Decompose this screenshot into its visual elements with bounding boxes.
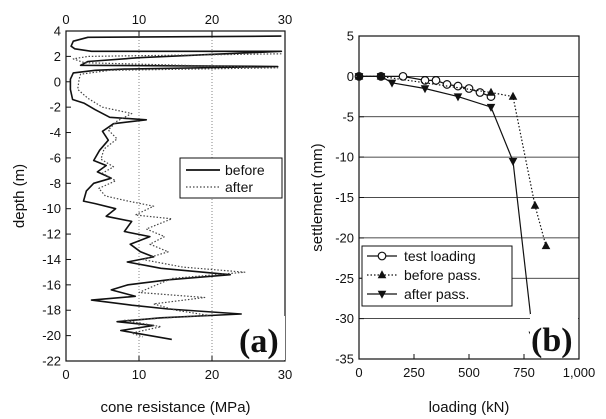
panel-a-xtick-label-top: 10 [132,12,146,27]
panel-a-x-axis-label: cone resistance (MPa) [100,399,250,416]
data-point-before-pass [530,200,540,209]
legend-label-before: before [225,162,265,178]
panel-b-tag-label: (b) [531,322,573,359]
panel-b-x-axis-label: loading (kN) [429,399,510,416]
panel-b-ytick-label: -30 [335,311,354,326]
panel-b-xtick-label: 1,000 [563,365,596,380]
panel-a-xtick-label-top: 0 [62,12,69,27]
panel-a-ytick-label: 2 [54,49,61,64]
series-line-after [72,53,282,338]
panel-b-ytick-label: -35 [335,352,354,367]
data-point-test-loading [475,88,485,97]
panel-a-ytick-label: -18 [42,303,61,318]
panel-a-ytick-label: 4 [54,24,61,39]
panel-b-series [354,71,551,340]
data-point-before-pass [541,241,551,250]
legend-swatch-marker-before-pass [377,270,387,279]
panel-a-xtick-label-top: 30 [278,12,292,27]
legend-swatch-marker-after-pass [377,290,387,299]
panel-a-axis-ticks: 00101020203030420-2-4-6-8-10-12-14-16-18… [42,12,292,382]
panel-a-ytick-label: -2 [49,100,61,115]
panel-a-ytick-label: -22 [42,354,61,369]
data-point-after-pass [387,79,397,88]
panel-b-legend: test loading before pass. after pass. [361,245,513,307]
panel-b-ytick-label: -10 [335,150,354,165]
panel-b-legend-swatches [367,251,397,299]
panel-a-ytick-label: -12 [42,227,61,242]
panel-a-ytick-label: -4 [49,125,61,140]
panel-a-xtick-label-bottom: 30 [278,367,292,382]
panel-a-ytick-label: -8 [49,176,61,191]
legend-label-test-loading: test loading [404,248,476,264]
series-before-pass [354,71,551,250]
panel-a-xtick-label-bottom: 20 [205,367,219,382]
panel-a-legend: before after [179,157,283,199]
panel-b-xtick-label: 0 [355,365,362,380]
data-point-test-loading [442,80,452,89]
panel-b-ytick-label: -5 [342,109,354,124]
panel-a-ytick-label: -20 [42,328,61,343]
data-point-before-pass [508,91,518,100]
data-point-before-pass [486,87,496,96]
data-point-test-loading [398,71,408,81]
panel-b-xtick-label: 750 [513,365,535,380]
panel-b-ytick-label: 5 [347,29,354,44]
legend-label-before-pass: before pass. [404,267,481,283]
data-point-test-loading [431,76,441,85]
panel-a-xtick-label-bottom: 0 [62,367,69,382]
panel-a-tag-background [237,316,285,360]
panel-a-legend-box [179,157,283,199]
panel-a-ytick-label: -10 [42,201,61,216]
panel-a-plot-frame [65,30,286,362]
panel-a-tag-label: (a) [239,323,279,360]
data-point-test-loading [453,81,463,91]
panel-a-ytick-label: -6 [49,150,61,165]
data-point-test-loading [420,76,430,85]
panel-b-y-axis-label: settlement (mm) [309,143,326,251]
panel-a-ytick-label: -16 [42,277,61,292]
legend-label-after-pass: after pass. [404,286,469,302]
panel-b-ytick-label: -20 [335,230,354,245]
legend-swatch-marker-test-loading [377,251,387,261]
panel-b-ytick-label: -25 [335,271,354,286]
series-after-pass [354,73,538,340]
data-point-after-pass [486,103,496,112]
panel-b-tag-background [530,314,578,358]
panel-b-axis-ticks: 0 250 500 750 1,000 5 0 -5 -10 -15 -20 -25 -30 -35 [335,29,595,381]
panel-b-load-settlement: 0 250 500 750 1,000 5 0 -5 -10 -15 -20 -25 -30 -35 lo… [309,29,595,417]
panel-b-ytick-label: -15 [335,190,354,205]
data-point-test-loading [464,84,474,93]
panel-a-xtick-label-bottom: 10 [132,367,146,382]
panel-b-ytick-label: 0 [347,69,354,84]
panel-b-xtick-label: 250 [403,365,425,380]
panel-a-ytick-label: -14 [42,252,61,267]
panel-b-xtick-label: 500 [458,365,480,380]
panel-a-tag: (a) [237,316,285,360]
data-point-after-pass [508,157,518,166]
panel-a-y-axis-label: depth (m) [11,164,28,228]
panel-a-ytick-label: 0 [54,74,61,89]
panel-b-tag: (b) [530,314,578,359]
data-point-after-pass [453,93,463,102]
series-line-before-pass [359,75,547,247]
legend-label-after: after [225,179,253,195]
data-point-after-pass [376,73,386,82]
panel-a-xtick-label-top: 20 [205,12,219,27]
panel-a-series [69,35,283,341]
data-point-after-pass [420,85,430,94]
panel-a-cpt-profile: 00101020203030420-2-4-6-8-10-12-14-16-18… [11,12,292,416]
